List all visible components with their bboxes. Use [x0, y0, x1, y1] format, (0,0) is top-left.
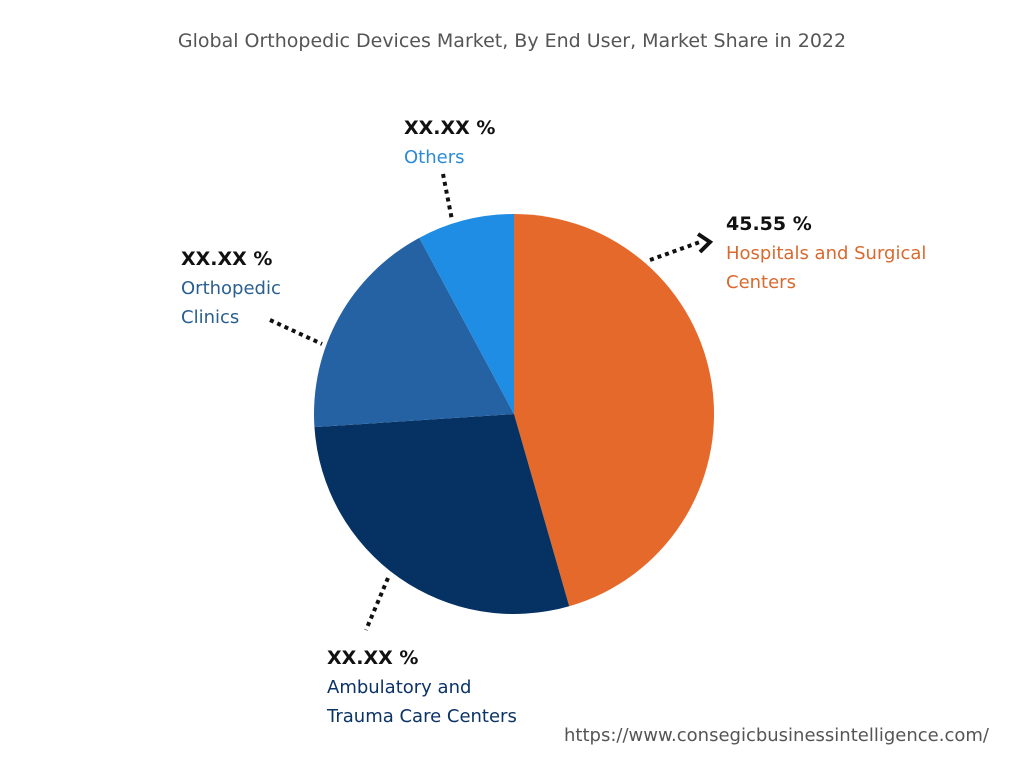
- pie-slice-others: [419, 214, 514, 414]
- data-label-ambulatory-name-1: Ambulatory and: [327, 677, 472, 698]
- pie-slice-hospitals-and-surgical-centers: [514, 214, 715, 607]
- chart-title: Global Orthopedic Devices Market, By End…: [177, 30, 847, 52]
- label-others: XX.XX % Others: [404, 114, 495, 172]
- data-label-hospitals-value: 45.55 %: [726, 213, 812, 235]
- data-label-ambulatory-name-2: Trauma Care Centers: [327, 706, 517, 727]
- source-url: https://www.consegicbusinessintelligence…: [564, 725, 989, 746]
- data-label-orthopedic-name-2: Clinics: [181, 307, 240, 328]
- data-label-ambulatory-value: XX.XX %: [327, 647, 419, 669]
- data-label-others-value: XX.XX %: [404, 117, 496, 139]
- label-orthopedic: XX.XX % Orthopedic Clinics: [181, 245, 281, 332]
- pie-slice-orthopedic-clinics: [313, 237, 514, 428]
- data-label-orthopedic-value: XX.XX %: [181, 248, 273, 270]
- data-label-hospitals-name-1: Hospitals and Surgical: [726, 243, 927, 264]
- data-label-hospitals-name-2: Centers: [726, 272, 796, 293]
- leader-line-others: [441, 173, 454, 221]
- leader-line-ambulatory: [364, 577, 390, 631]
- leader-line-hospitals: [649, 240, 701, 262]
- data-label-orthopedic-name-1: Orthopedic: [181, 278, 281, 299]
- arrow-head-icon: [696, 232, 714, 254]
- pie-slice-ambulatory-and-trauma-care-centers: [314, 414, 570, 615]
- data-label-others-name: Others: [404, 147, 465, 168]
- label-hospitals: 45.55 % Hospitals and Surgical Centers: [726, 210, 926, 297]
- leader-line-orthopedic: [269, 318, 323, 346]
- label-ambulatory: XX.XX % Ambulatory and Trauma Care Cente…: [327, 644, 517, 731]
